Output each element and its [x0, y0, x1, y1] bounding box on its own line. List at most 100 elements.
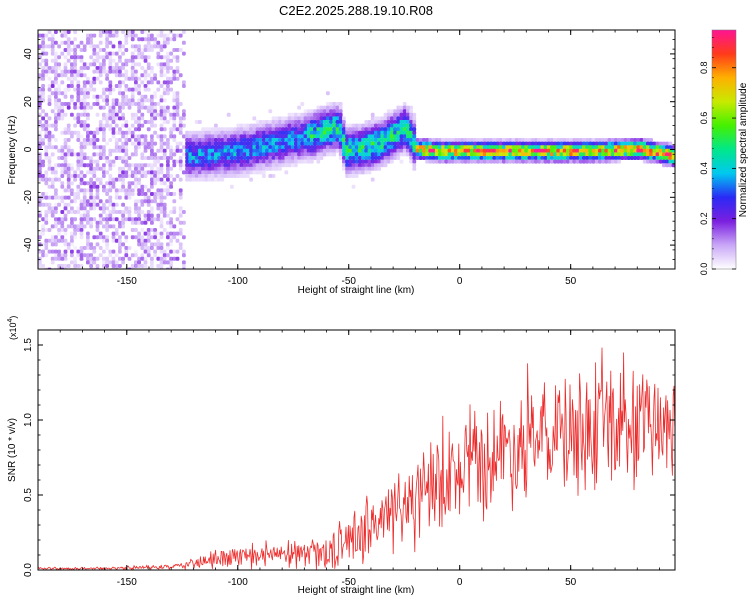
spectrogram-cell — [118, 148, 122, 153]
spectrogram-cell — [166, 260, 170, 265]
spectrogram-cell — [175, 76, 180, 81]
spectrogram-cell — [41, 159, 45, 164]
spectrogram-cell — [223, 138, 228, 142]
spectrogram-cell — [313, 138, 317, 142]
spectrogram-cell — [111, 231, 116, 236]
spectrogram-cell — [121, 30, 125, 34]
spectrogram-cell — [143, 246, 148, 250]
spectrogram-cell — [82, 109, 87, 114]
spectrogram-cell — [662, 163, 666, 168]
spectrogram-cell — [134, 73, 138, 78]
spectrogram-cell — [620, 141, 625, 146]
spectrogram-cell — [527, 156, 532, 160]
spectrogram-cell — [79, 163, 84, 168]
spectrogram-cell — [73, 152, 77, 157]
spectrogram-cell — [105, 156, 109, 160]
spectrogram-cell — [102, 48, 106, 52]
spectrogram-cell — [50, 109, 55, 114]
spectrogram-cell — [198, 174, 202, 178]
spectrogram-cell — [76, 253, 81, 258]
spectrogram-cell — [386, 148, 391, 153]
spectrogram-cell — [198, 141, 202, 146]
spectrogram-cell — [422, 145, 426, 150]
spectrogram-cell — [166, 231, 170, 236]
spectrogram-cell — [86, 130, 90, 135]
spectrogram-cell — [585, 148, 589, 153]
spectrogram-cell — [297, 116, 301, 121]
spectrogram-cell — [127, 206, 132, 211]
spectrogram-cell — [79, 220, 84, 225]
spectrogram-cell — [44, 127, 49, 132]
spectrogram-cell — [188, 141, 193, 146]
spectrogram-cell — [57, 84, 61, 88]
spectrogram-cell — [370, 145, 375, 150]
spectrogram-cell — [646, 145, 650, 150]
spectrogram-cell — [204, 145, 209, 150]
spectrogram-cell — [111, 69, 116, 74]
spectrogram-cell — [425, 159, 429, 164]
spectrogram-cell — [278, 159, 282, 164]
spectrogram-cell — [242, 156, 247, 160]
spectrogram-cell — [92, 246, 97, 250]
spectrogram-cell — [54, 188, 58, 193]
spectrogram-cell — [217, 127, 221, 132]
spectrogram-cell — [322, 105, 327, 110]
spectrogram-cell — [146, 156, 151, 160]
colorbar-gradient — [712, 30, 736, 269]
spectrogram-cell — [118, 44, 122, 49]
spectrogram-cell — [303, 116, 308, 121]
spectrogram-cell — [50, 44, 55, 49]
spectrogram-cell — [50, 145, 55, 150]
spectrogram-cell — [118, 249, 122, 254]
spectrogram-cell — [137, 192, 141, 196]
spectrogram-cell — [530, 152, 535, 157]
spectrogram-cell — [89, 188, 93, 193]
spectrogram-cell — [102, 55, 106, 60]
spectrogram-cell — [50, 123, 55, 128]
spectrogram-cell — [143, 58, 148, 63]
spectrogram-cell — [44, 242, 49, 247]
spectrogram-cell — [134, 181, 138, 186]
spectrogram-cell — [124, 138, 129, 142]
spectrogram-cell — [98, 30, 103, 34]
spectrogram-cell — [188, 170, 193, 175]
spectrogram-cell — [246, 156, 250, 160]
spectrogram-cell — [146, 195, 151, 200]
spectrogram-cell — [130, 58, 135, 63]
spectrogram-cell — [114, 109, 119, 114]
spectrogram-cell — [303, 120, 308, 124]
spectrogram-cell — [441, 156, 445, 160]
spectrogram-cell — [79, 48, 84, 52]
spectrogram-cell — [159, 148, 164, 153]
spectrogram-cell — [406, 127, 410, 132]
spectrogram-cell — [297, 120, 301, 124]
spectrogram-cell — [162, 66, 167, 70]
spectrogram-cell — [655, 145, 660, 150]
spectrogram-cell — [639, 152, 644, 157]
spectrogram-cell — [303, 145, 308, 150]
spectrogram-cell — [156, 33, 161, 38]
spectrogram-cell — [220, 145, 225, 150]
spectrogram-cell — [530, 138, 535, 142]
spectrogram-cell — [406, 138, 410, 142]
spectrogram-cell — [278, 127, 282, 132]
spectrogram-cell — [162, 256, 167, 261]
spectrogram-cell — [121, 217, 125, 222]
spectrogram-cell — [121, 181, 125, 186]
spectrogram-cell — [418, 148, 423, 153]
spectrogram-cell — [300, 123, 305, 128]
spectrogram-cell — [434, 159, 439, 164]
spectrogram-cell — [297, 159, 301, 164]
spectrogram-cell — [114, 138, 119, 142]
spectrogram-cell — [255, 130, 260, 135]
spectrogram-cell — [44, 112, 49, 117]
spectrogram-cell — [54, 76, 58, 81]
spectrogram-cell — [326, 102, 330, 106]
spectrogram-cell — [178, 102, 183, 106]
spectrogram-cell — [159, 48, 164, 52]
spectrogram-cell — [54, 163, 58, 168]
spectrogram-cell — [82, 80, 87, 85]
spectrogram-cell — [294, 127, 298, 132]
spectrogram-cell — [79, 235, 84, 240]
spectrogram-cell — [162, 62, 167, 67]
